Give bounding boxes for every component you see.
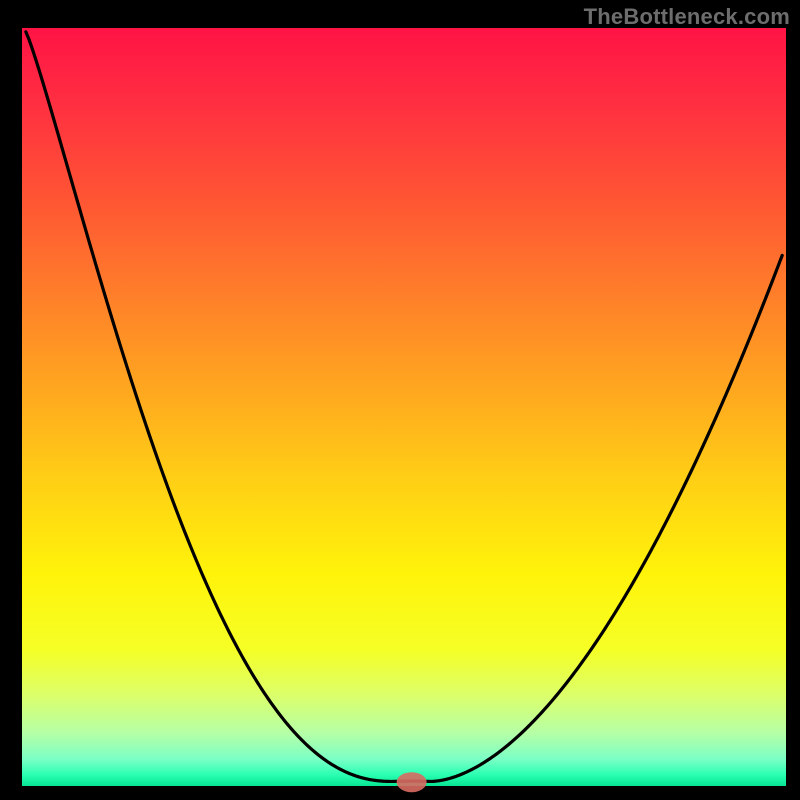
optimum-marker bbox=[397, 772, 427, 792]
chart-stage: TheBottleneck.com bbox=[0, 0, 800, 800]
watermark-text: TheBottleneck.com bbox=[584, 4, 790, 30]
plot-background bbox=[22, 28, 786, 786]
chart-svg bbox=[0, 0, 800, 800]
